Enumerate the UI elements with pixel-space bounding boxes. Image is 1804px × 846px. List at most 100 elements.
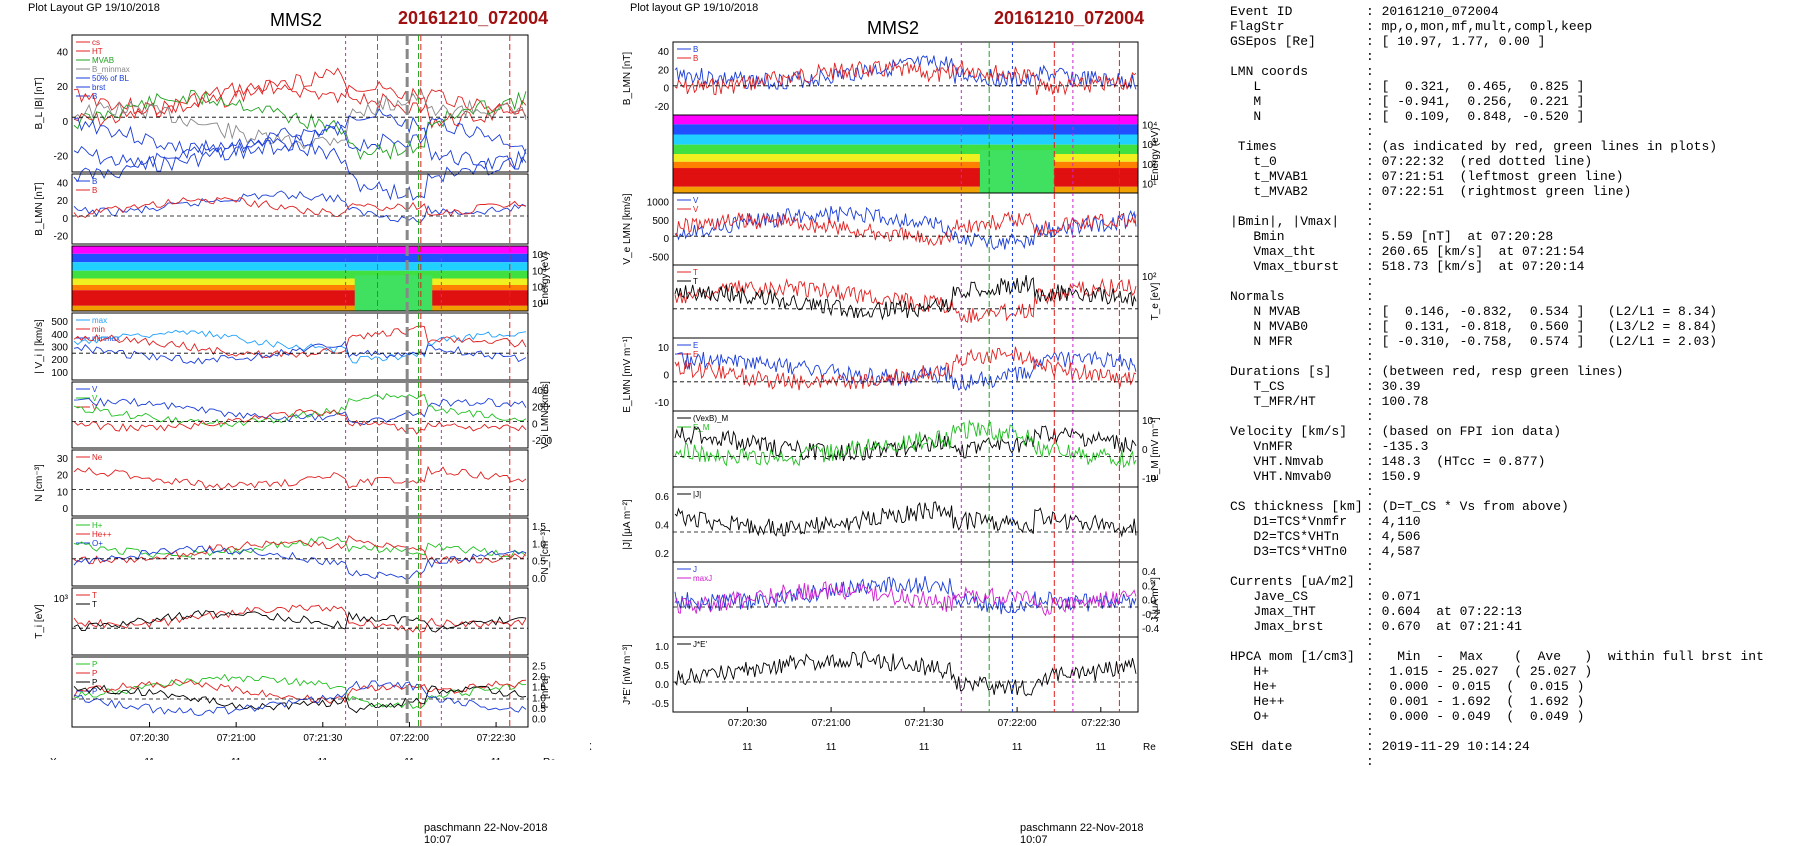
legend-label: H+ [92,521,103,530]
spectrogram-band [673,154,1138,162]
spectrogram-gap [979,150,1055,193]
legend-label: MVAB [92,56,114,65]
y-tick-label: 0 [663,84,669,95]
panel-frame [71,517,529,587]
y-tick-label: 0 [663,371,669,382]
info-row: : [1210,349,1800,364]
spectrogram-band [673,144,1138,154]
spectrogram-band [72,270,528,279]
info-key: N [1230,109,1262,124]
data-trace [674,346,1137,391]
info-value: : [1366,409,1374,424]
panel-1: 40 20 0 -20 B_LMN [nT] BB [34,173,529,245]
panel-frame [71,312,529,381]
info-key: Vmax_tburst [1230,259,1340,274]
data-trace [674,211,1137,246]
legend-label: Ne [92,453,103,462]
panel-7: 10³ T_i [eV] TT [34,587,529,656]
panel-6: 1.5 1.0 0.5 0.0N_i [cm⁻³] H+He++O+ [71,517,551,587]
info-row: t_0: 07:22:32 (red dotted line) [1210,154,1800,169]
info-value: : 07:22:32 (red dotted line) [1366,154,1593,169]
data-trace [674,55,1137,90]
y-tick-label: 10³ [532,266,547,277]
info-row: N MVAB0: [ 0.131, -0.818, 0.560 ] (L3/L2… [1210,319,1800,334]
y-tick-label: 0.5 [655,661,669,672]
info-row: t_MVAB1: 07:21:51 (leftmost green line) [1210,169,1800,184]
info-key: H+ [1230,664,1270,679]
coord-row-label: X [590,742,592,753]
info-row: FlagStr: mp,o,mon,mf,mult,compl,keep [1210,19,1800,34]
spectrogram-band [72,253,528,263]
info-value: : -135.3 [1366,439,1429,454]
y-tick-label: 10 [1142,416,1154,427]
info-row: O+: 0.000 - 0.049 ( 0.049 ) [1210,709,1800,724]
legend-label: T [92,591,97,600]
data-trace [73,86,527,150]
y-axis-label: B_LMN [nT] [34,182,45,236]
info-key: D3=TCS*VHTn0 [1230,544,1348,559]
data-trace [73,680,527,716]
y-tick-label: 0 [62,117,68,128]
panel-6: 0.6 0.4 0.2 |J| [μA m⁻²] |J| [622,486,1139,563]
x-tick-label: 07:22:00 [998,718,1037,729]
panel-frame [71,381,529,449]
data-trace [73,610,527,633]
right-footer: paschmann 22-Nov-2018 10:07 [1020,822,1144,846]
y-tick-label: 10² [1142,160,1157,171]
y-tick-label: 2.0 [532,672,546,683]
y-tick-label: 10¹ [532,299,547,310]
info-value: : [ -0.310, -0.758, 0.574 ] (L2/L1 = 2.0… [1366,334,1718,349]
info-key: L [1230,79,1262,94]
info-key: CS thickness [km] [1230,499,1363,514]
legend-label: B [92,177,97,186]
panel-frame [71,587,529,656]
y-tick-label: 0.2 [1142,581,1156,592]
panel-frame [71,173,529,245]
info-key: N MFR [1230,334,1293,349]
info-row: t_MVAB2: 07:22:51 (rightmost green line) [1210,184,1800,199]
spectrogram-band [72,246,528,254]
legend-label: E [693,350,698,359]
legend-label: (VexB)_M [693,414,728,423]
left-footer: paschmann 22-Nov-2018 10:07 [424,822,548,846]
data-trace [73,465,527,490]
y-axis-label: B_L |B| [nT] [34,77,45,129]
right-figure: Plot layout GP 19/10/2018 MMS2 20161210_… [590,0,1170,846]
data-trace [674,501,1137,538]
legend-label: V [92,394,98,403]
info-value: : [ -0.941, 0.256, 0.221 ] [1366,94,1585,109]
data-trace [73,117,527,161]
x-tick-label: 07:22:00 [390,733,429,744]
info-row: VHT.Nmvab0: 150.9 [1210,469,1800,484]
y-axis-label: V_e LMN [km/s] [622,193,633,264]
info-value: : 4,110 [1366,514,1421,529]
y-axis-label: N [cm⁻³] [34,464,45,502]
info-row: Vmax_tht: 260.65 [km/s] at 07:21:54 [1210,244,1800,259]
info-value: : (between red, resp green lines) [1366,364,1624,379]
info-value: : 0.000 - 0.049 ( 0.049 ) [1366,709,1585,724]
info-row: |Bmin|, |Vmax|: [1210,214,1800,229]
coord-value: 11 [1012,742,1023,753]
y-tick-label: 40 [57,178,69,189]
coord-value: 11 [742,742,753,753]
legend-label: maxJ [693,574,712,583]
info-key: Jmax_THT [1230,604,1316,619]
y-tick-label: 0 [532,419,538,430]
info-value: : [1366,574,1374,589]
info-value: : 07:22:51 (rightmost green line) [1366,184,1632,199]
legend-label: He++ [92,530,112,539]
info-value: : 30.39 [1366,379,1421,394]
info-value: : 0.000 - 0.015 ( 0.015 ) [1366,679,1585,694]
info-value: : [1366,484,1374,499]
info-row: : [1210,124,1800,139]
info-value: : [1366,49,1374,64]
info-key: Velocity [km/s] [1230,424,1348,439]
panel-4: 10 0 -10 E_LMN [mV m⁻¹] EE [622,336,1139,413]
legend-label: V [693,196,699,205]
y-axis-label: T_i [eV] [34,604,45,639]
